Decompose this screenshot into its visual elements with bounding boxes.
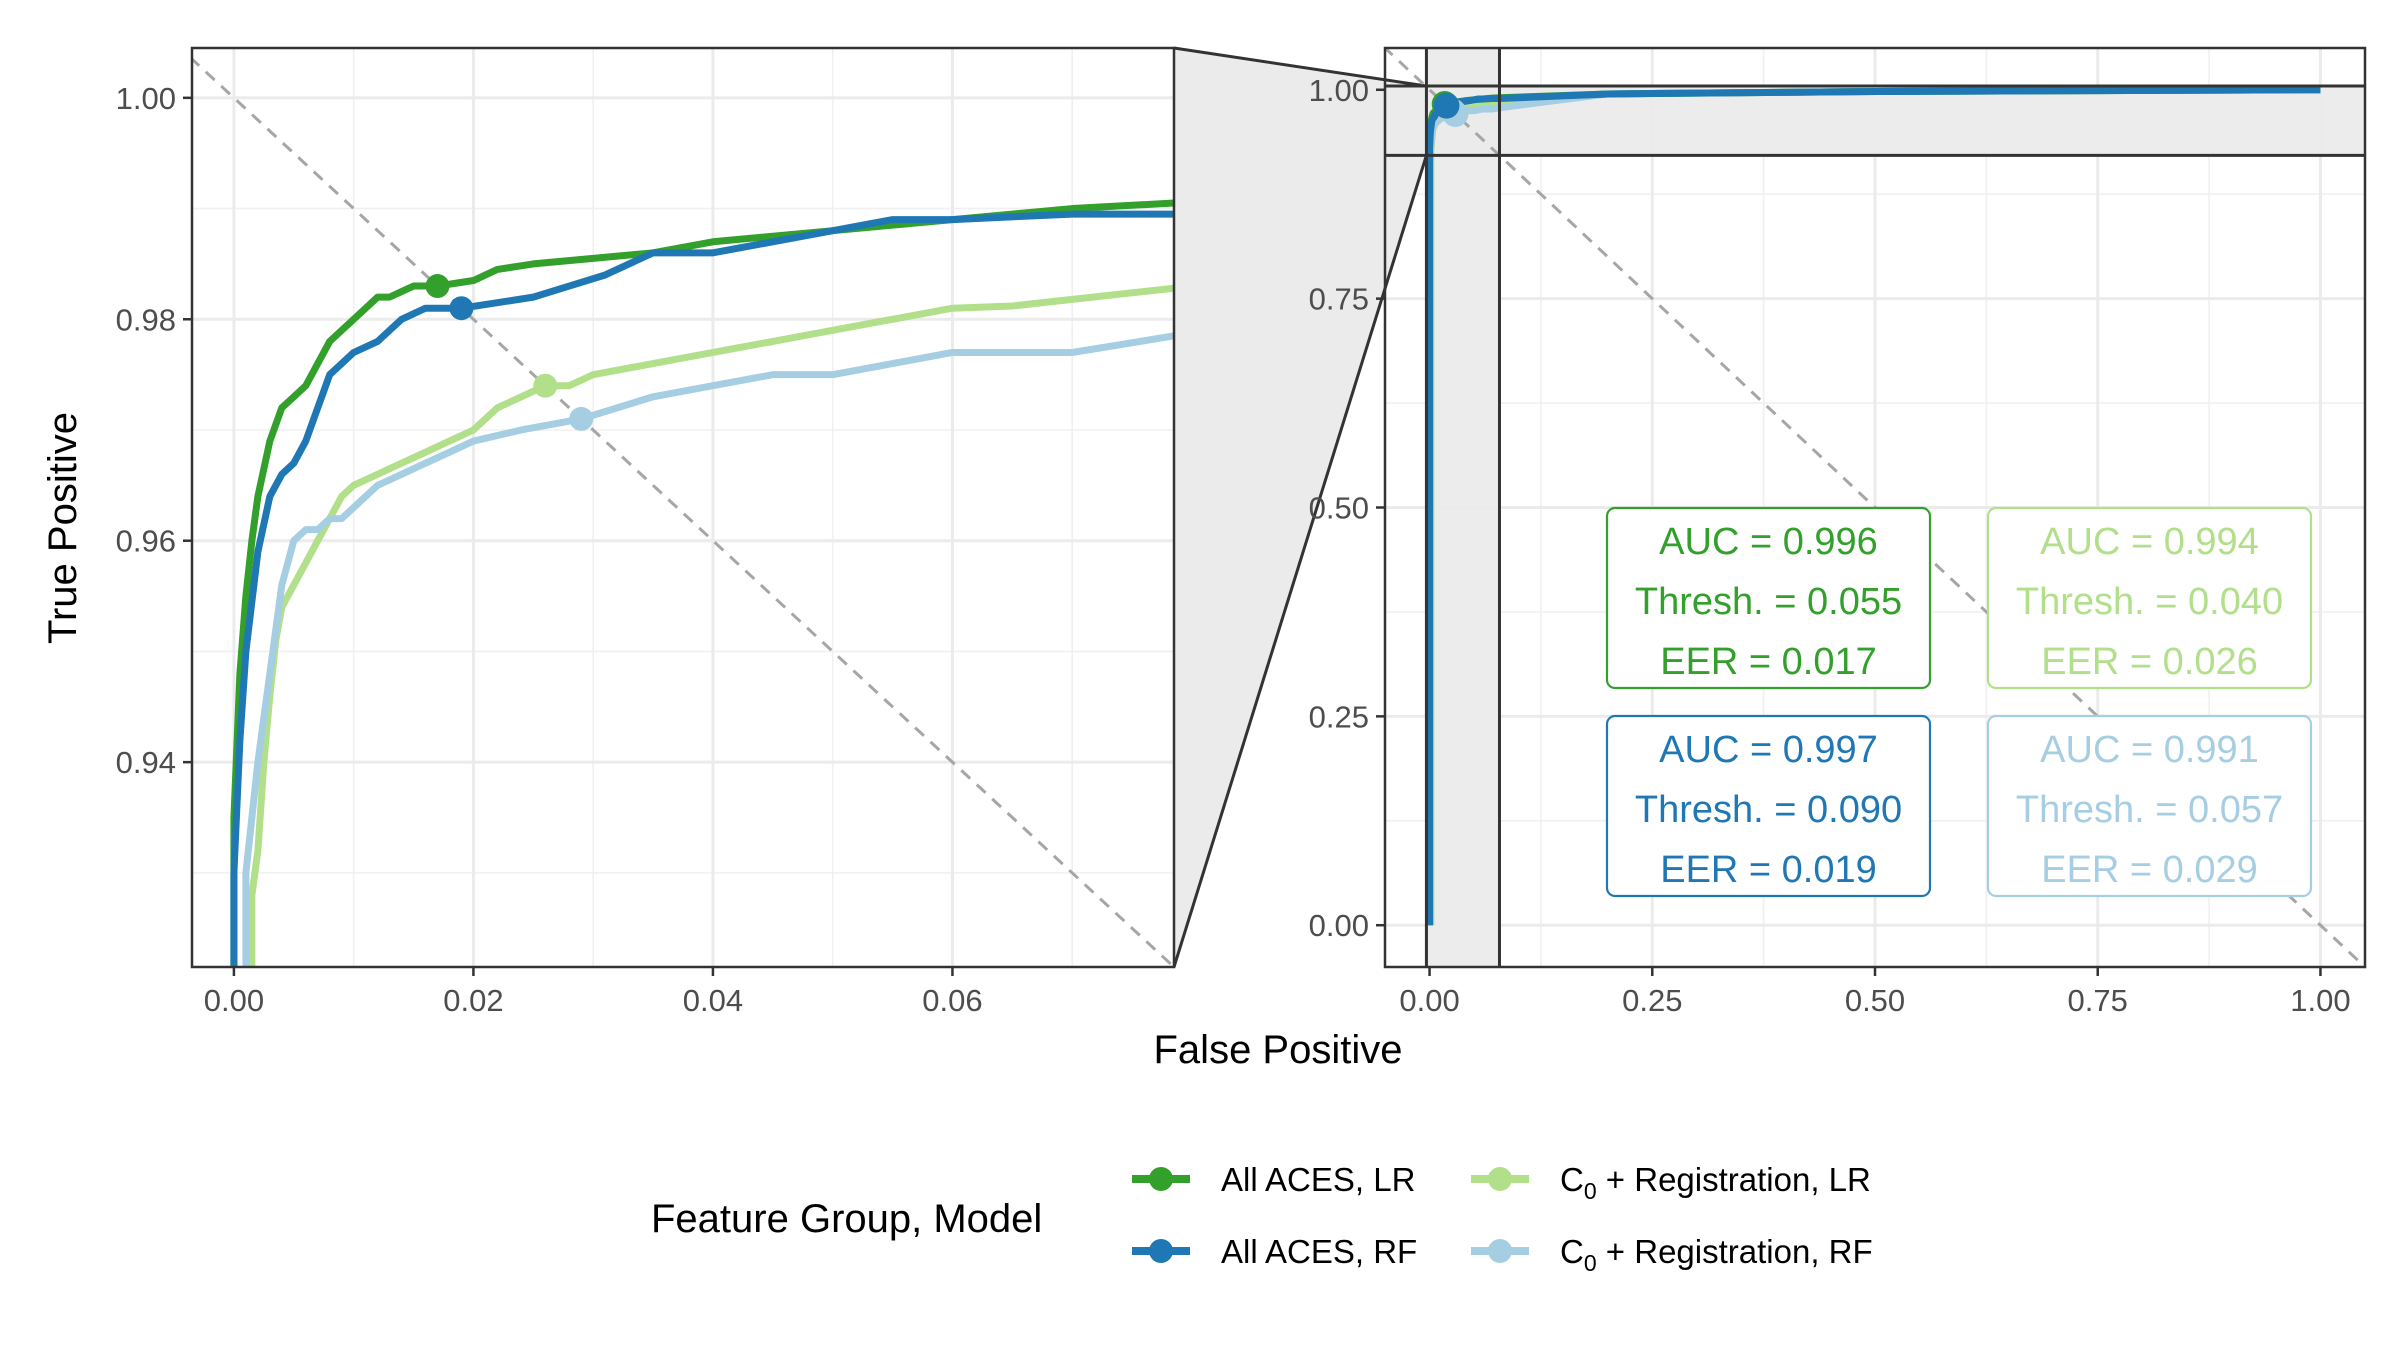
legend-label: C0 + Registration, RF (1560, 1233, 1873, 1276)
y-axis-title: True Positive (41, 412, 85, 644)
legend-key-point (1488, 1167, 1512, 1191)
legend-label: All ACES, RF (1221, 1233, 1417, 1270)
y-tick-label: 0.96 (116, 524, 176, 559)
metric-text: Thresh. = 0.055 (1635, 581, 1902, 623)
metric-box-c0_reg_rf: AUC = 0.991 Thresh. = 0.057 EER = 0.029 (1986, 714, 2313, 898)
metric-text: Thresh. = 0.040 (2016, 581, 2283, 623)
x-tick-label: 0.06 (922, 983, 982, 1018)
metric-text: AUC = 0.994 (2040, 521, 2259, 563)
metric-text: EER = 0.017 (1660, 641, 1877, 683)
x-axis-title: False Positive (1154, 1028, 1403, 1072)
x-tick-label: 0.75 (2068, 983, 2128, 1018)
x-tick-label: 1.00 (2290, 983, 2350, 1018)
zoom-region-shading (1385, 48, 2365, 967)
zoom-connector-area (1174, 48, 1427, 967)
eer-point-all_aces_lr-zoomed (425, 274, 450, 299)
gridlines-zoomed (192, 48, 1174, 967)
y-tick-label: 1.00 (1309, 73, 1369, 108)
y-tick-label: 0.00 (1309, 908, 1369, 943)
legend-label: C0 + Registration, LR (1560, 1161, 1871, 1204)
legend-key-point (1149, 1167, 1173, 1191)
y-tick-label: 0.75 (1309, 282, 1369, 317)
series-line-c0_reg_rf-zoomed (242, 332, 1174, 967)
metric-text: AUC = 0.991 (2040, 729, 2259, 771)
legend-item-c0_reg_rf: C0 + Registration, RF (1471, 1233, 1873, 1276)
y-tick-label: 1.00 (116, 81, 176, 116)
eer-point-c0_reg_lr-zoomed (533, 373, 558, 398)
metric-text: EER = 0.019 (1660, 849, 1877, 891)
y-tick-label: 0.94 (116, 745, 176, 780)
x-tick-label: 0.00 (204, 983, 264, 1018)
metric-box-all_aces_lr: AUC = 0.996 Thresh. = 0.055 EER = 0.017 (1605, 506, 1932, 690)
panel-border-zoomed (190, 46, 1176, 969)
legend-item-all_aces_lr: All ACES, LR (1132, 1161, 1415, 1198)
metric-text: AUC = 0.996 (1659, 521, 1878, 563)
metric-text: Thresh. = 0.057 (2016, 789, 2283, 831)
legend-item-all_aces_rf: All ACES, RF (1132, 1233, 1417, 1270)
y-tick-label: 0.50 (1309, 491, 1369, 526)
x-tick-label: 0.04 (683, 983, 743, 1018)
metric-box-frame (1605, 714, 1932, 898)
legend-title: Feature Group, Model (651, 1197, 1042, 1241)
x-tick-label: 0.00 (1399, 983, 1459, 1018)
metric-text: EER = 0.029 (2041, 849, 2258, 891)
series-line-all_aces_rf-zoomed (230, 210, 1174, 967)
x-tick-label: 0.02 (443, 983, 503, 1018)
metric-text: EER = 0.026 (2041, 641, 2258, 683)
metric-box-frame (1986, 506, 2313, 690)
legend: Feature Group, Model All ACES, LR C0 + Reg… (651, 1161, 1873, 1276)
y-tick-label: 0.98 (116, 302, 176, 337)
metric-text: Thresh. = 0.090 (1635, 789, 1902, 831)
metric-text: AUC = 0.997 (1659, 729, 1878, 771)
legend-item-c0_reg_lr: C0 + Registration, LR (1471, 1161, 1871, 1204)
metric-box-frame (1986, 714, 2313, 898)
metric-box-c0_reg_lr: AUC = 0.994 Thresh. = 0.040 EER = 0.026 (1986, 506, 2313, 690)
zoom-band-vertical (1426, 48, 1500, 967)
eer-point-all_aces_rf-zoomed (449, 296, 474, 321)
x-tick-label: 0.25 (1622, 983, 1682, 1018)
tick-layer: 0.00 0.02 0.04 0.06 0.94 0.96 0.98 1.00 0.00 0.25… (116, 73, 2351, 1018)
legend-key-point (1149, 1239, 1173, 1263)
eer-point-all_aces_rf-full (1433, 92, 1460, 119)
legend-label: All ACES, LR (1221, 1161, 1415, 1198)
metric-box-all_aces_rf: AUC = 0.997 Thresh. = 0.090 EER = 0.019 (1605, 714, 1932, 898)
eer-point-c0_reg_rf-zoomed (569, 406, 594, 431)
legend-key-point (1488, 1239, 1512, 1263)
y-tick-label: 0.25 (1309, 699, 1369, 734)
x-tick-label: 0.50 (1845, 983, 1905, 1018)
metric-box-frame (1605, 506, 1932, 690)
